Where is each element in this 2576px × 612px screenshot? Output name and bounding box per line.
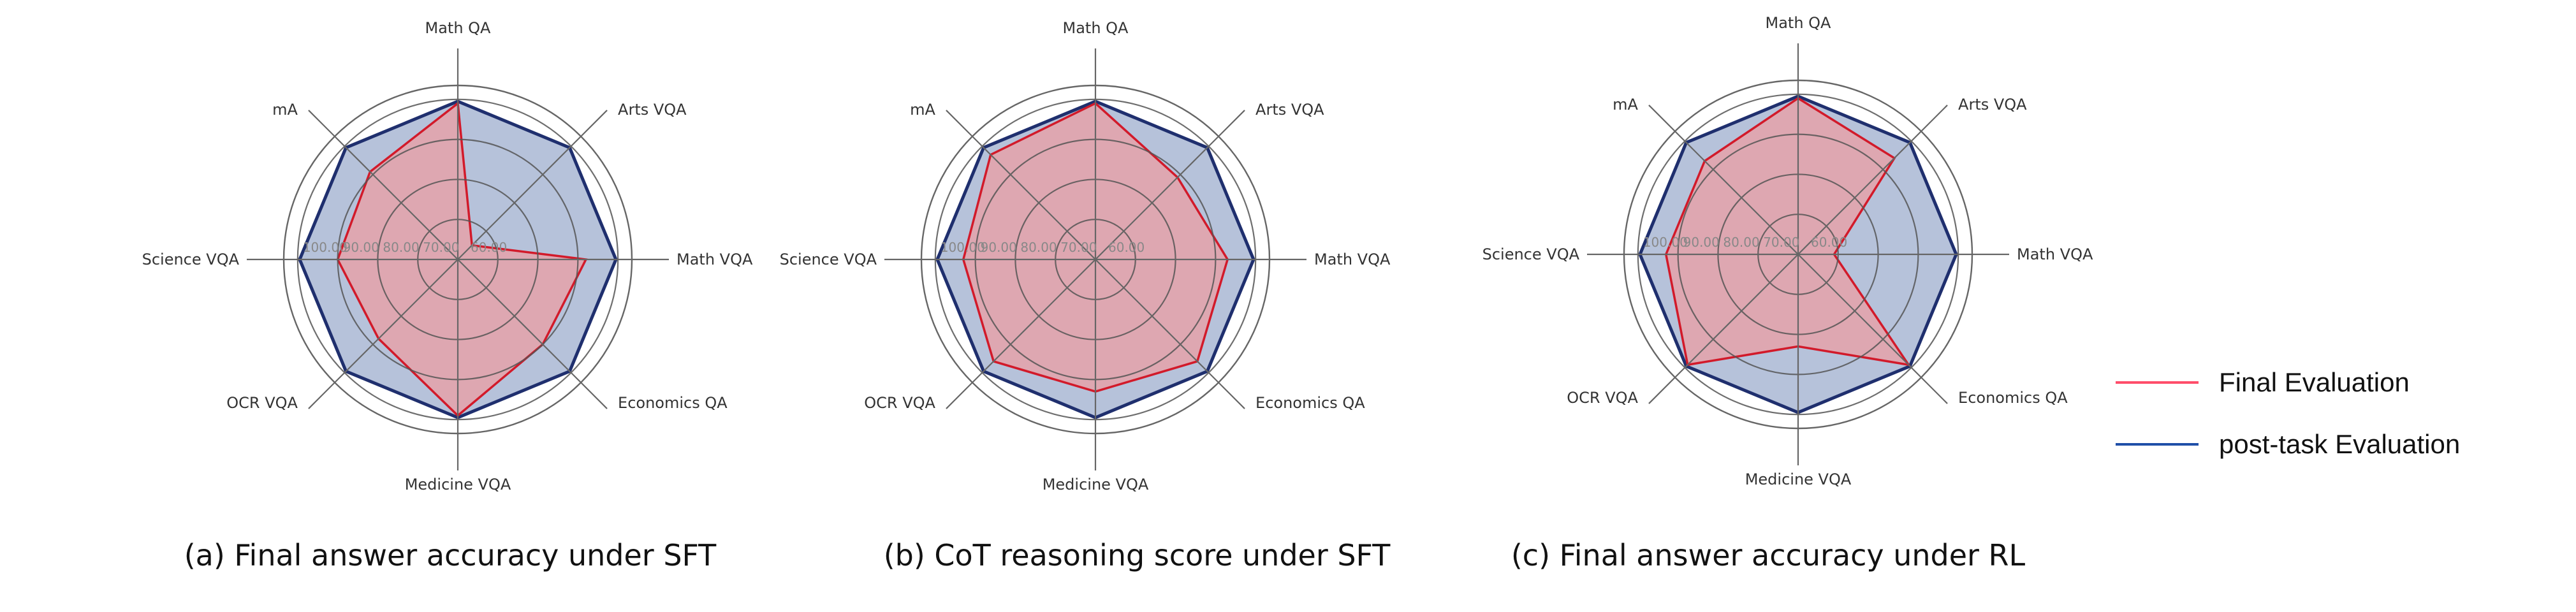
axis-spoke-4 <box>1095 259 1245 409</box>
legend: Final Evaluation post-task Evaluation <box>2116 367 2460 459</box>
tick-label: 90.00 <box>981 240 1017 255</box>
axis-label: Science VQA <box>1482 245 1580 263</box>
axis-spoke-4 <box>1797 254 1948 404</box>
tick-label: 60.00 <box>1811 235 1847 250</box>
axis-label: mA <box>910 101 935 119</box>
axis-label: OCR VQA <box>1567 389 1638 407</box>
axis-label: mA <box>1613 96 1638 113</box>
axis-spoke-6 <box>946 259 1096 409</box>
axis-label: Science VQA <box>142 251 240 268</box>
tick-label: 100.00 <box>303 240 348 255</box>
axis-label: Economics QA <box>1255 394 1365 412</box>
axis-spoke-4 <box>457 259 608 409</box>
tick-label: 60.00 <box>1108 240 1145 255</box>
tick-label: 80.00 <box>383 240 419 255</box>
tick-label: 70.00 <box>1763 235 1799 250</box>
tick-label: 70.00 <box>1060 240 1097 255</box>
tick-label: 100.00 <box>1643 235 1688 250</box>
axis-label: Economics QA <box>1958 389 2068 407</box>
axis-label: Arts VQA <box>618 101 687 119</box>
axis-spoke-8 <box>946 110 1096 260</box>
panel-caption: (a) Final answer accuracy under SFT <box>184 538 717 572</box>
tick-label: 100.00 <box>940 240 985 255</box>
axis-spoke-8 <box>1648 105 1799 255</box>
axis-label: Math QA <box>1063 19 1129 37</box>
tick-label: 90.00 <box>343 240 379 255</box>
tick-label: 80.00 <box>1723 235 1759 250</box>
axis-spoke-2 <box>1797 105 1948 255</box>
axis-label: Math QA <box>1766 14 1832 32</box>
axis-spoke-2 <box>1095 110 1245 260</box>
axis-label: Medicine VQA <box>1745 470 1852 488</box>
tick-label: 80.00 <box>1020 240 1057 255</box>
axis-label: Arts VQA <box>1958 96 2027 113</box>
axis-label: OCR VQA <box>864 394 935 412</box>
tick-label: 90.00 <box>1683 235 1720 250</box>
axis-label: Economics QA <box>618 394 728 412</box>
panel-caption: (b) CoT reasoning score under SFT <box>884 538 1391 572</box>
axis-label: Math VQA <box>677 251 753 268</box>
axis-spoke-2 <box>457 110 608 260</box>
legend-final-label: Final Evaluation <box>2219 367 2410 397</box>
axis-spoke-6 <box>1648 254 1799 404</box>
axis-label: OCR VQA <box>226 394 298 412</box>
tick-label: 70.00 <box>423 240 459 255</box>
axis-label: Science VQA <box>780 251 877 268</box>
axis-label: Math VQA <box>2017 245 2093 263</box>
tick-label: 60.00 <box>471 240 507 255</box>
axis-label: Math VQA <box>1314 251 1391 268</box>
axis-label: Medicine VQA <box>405 476 511 493</box>
axis-spoke-6 <box>308 259 458 409</box>
axis-label: mA <box>272 101 298 119</box>
axis-spoke-8 <box>308 110 458 260</box>
legend-post-label: post-task Evaluation <box>2219 429 2460 459</box>
panel-caption: (c) Final answer accuracy under RL <box>1511 538 2026 572</box>
axis-label: Arts VQA <box>1255 101 1324 119</box>
axis-label: Math QA <box>425 19 492 37</box>
axis-label: Medicine VQA <box>1043 476 1149 493</box>
